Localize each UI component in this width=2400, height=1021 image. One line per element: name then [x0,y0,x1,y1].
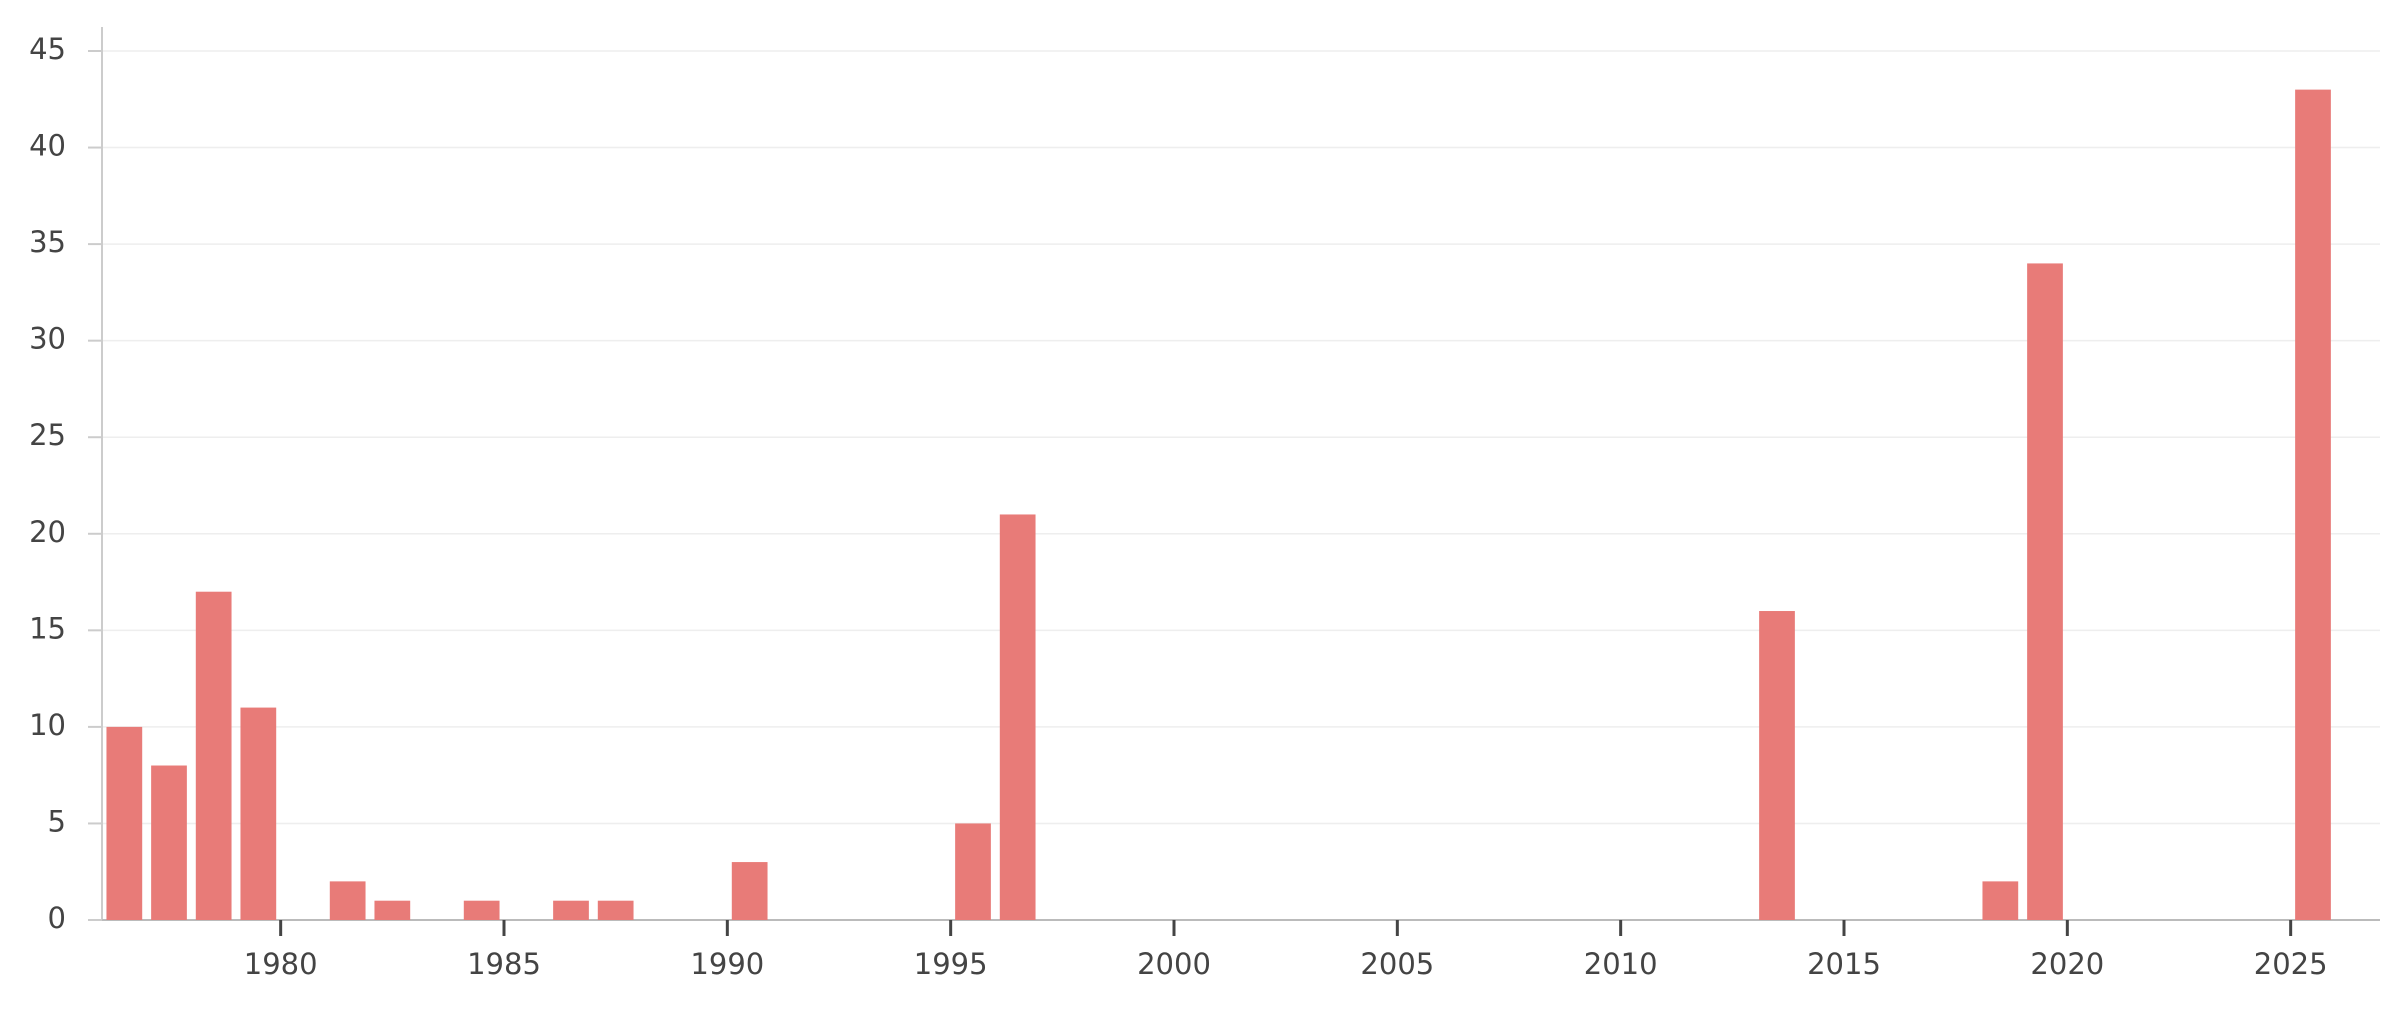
y-tick-label: 15 [29,611,66,645]
bar [151,765,187,920]
bar [463,900,500,920]
x-tick-label: 2015 [1807,947,1881,981]
bar [1982,881,2019,920]
x-tick-label: 1990 [690,947,764,981]
x-tick-label: 2010 [1584,947,1658,981]
x-tick-label: 2020 [2030,947,2104,981]
y-tick-label: 25 [29,418,66,452]
x-tick-label: 1985 [467,947,541,981]
y-tick-label: 40 [29,129,66,163]
y-tick-label: 20 [29,515,66,549]
bar [329,881,366,920]
bar [955,823,991,920]
y-tick-label: 0 [48,901,66,935]
x-tick-label: 2005 [1360,947,1434,981]
y-tick-label: 45 [29,32,66,66]
y-tick-label: 35 [29,225,66,259]
x-tick-label: 1995 [914,947,988,981]
bar [597,900,634,920]
y-tick-label: 5 [48,804,66,838]
x-tick-label: 2025 [2254,947,2328,981]
y-tick-label: 30 [29,322,66,356]
bar [2295,89,2331,921]
x-tick-label: 1980 [244,947,318,981]
bar [999,514,1036,920]
y-tick-label: 10 [29,708,66,742]
bar [374,900,411,920]
bar [731,862,768,920]
bar [240,707,277,920]
bar [553,900,589,920]
bar [195,591,232,920]
bar [106,726,143,920]
bar [2027,263,2063,920]
bar [1759,611,1795,920]
x-tick-label: 2000 [1137,947,1211,981]
